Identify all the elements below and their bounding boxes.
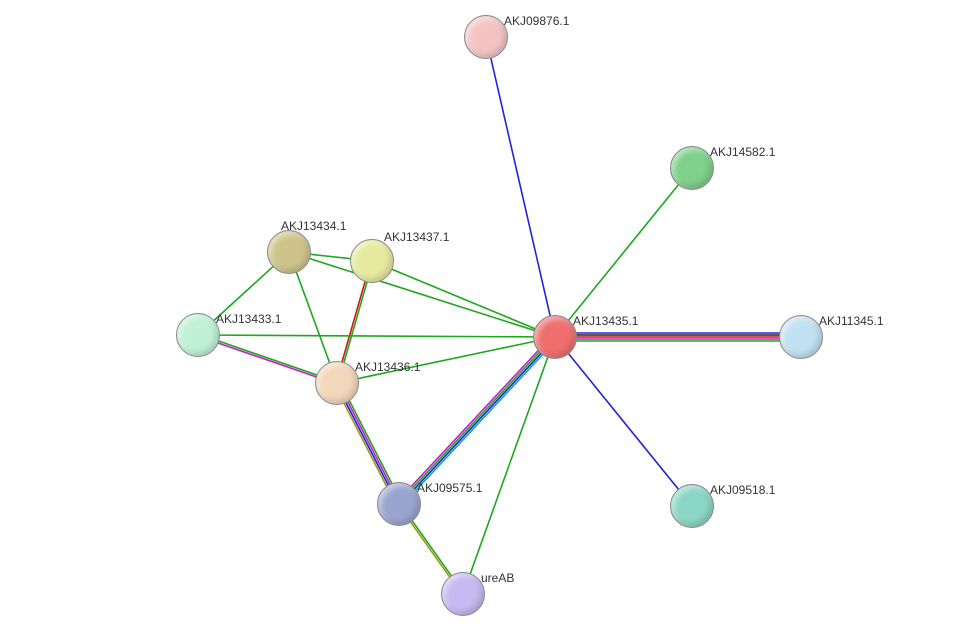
node-label-AKJ13434_1: AKJ13434.1: [281, 219, 346, 233]
node-circle[interactable]: [176, 313, 220, 357]
node-circle[interactable]: [377, 482, 421, 526]
node-label-AKJ13437_1: AKJ13437.1: [384, 230, 449, 244]
node-AKJ13433_1[interactable]: [176, 313, 220, 357]
node-AKJ09518_1[interactable]: [670, 484, 714, 528]
node-circle[interactable]: [267, 230, 311, 274]
node-AKJ13435_1[interactable]: [533, 315, 577, 359]
node-AKJ14582_1[interactable]: [670, 146, 714, 190]
node-label-AKJ13433_1: AKJ13433.1: [216, 312, 281, 326]
node-AKJ13434_1[interactable]: [267, 230, 311, 274]
node-circle[interactable]: [315, 361, 359, 405]
node-circle[interactable]: [350, 239, 394, 283]
node-AKJ11345_1[interactable]: [779, 315, 823, 359]
network-canvas: AKJ09876.1 AKJ14582.1 AKJ13434.1 AKJ13437.1…: [0, 0, 976, 631]
edge: [555, 337, 692, 506]
node-label-AKJ09518_1: AKJ09518.1: [710, 483, 775, 497]
edge: [555, 168, 692, 337]
edge: [198, 335, 555, 337]
node-circle[interactable]: [533, 315, 577, 359]
node-ureAB[interactable]: [441, 572, 485, 616]
node-circle[interactable]: [670, 146, 714, 190]
edge: [463, 337, 555, 594]
node-label-AKJ14582_1: AKJ14582.1: [710, 145, 775, 159]
edge: [289, 252, 555, 337]
node-circle[interactable]: [441, 572, 485, 616]
node-label-AKJ09876_1: AKJ09876.1: [504, 14, 569, 28]
node-label-AKJ09575_1: AKJ09575.1: [417, 481, 482, 495]
node-circle[interactable]: [670, 484, 714, 528]
node-AKJ13436_1[interactable]: [315, 361, 359, 405]
node-label-AKJ13435_1: AKJ13435.1: [573, 314, 638, 328]
edge: [398, 336, 554, 503]
node-AKJ09876_1[interactable]: [464, 15, 508, 59]
edge: [372, 261, 555, 337]
edge: [400, 338, 556, 505]
node-label-AKJ13436_1: AKJ13436.1: [355, 360, 420, 374]
node-label-AKJ11345_1: AKJ11345.1: [819, 314, 884, 328]
node-AKJ09575_1[interactable]: [377, 482, 421, 526]
node-circle[interactable]: [779, 315, 823, 359]
node-circle[interactable]: [464, 15, 508, 59]
node-label-ureAB: ureAB: [481, 571, 514, 585]
edge: [486, 37, 555, 337]
node-AKJ13437_1[interactable]: [350, 239, 394, 283]
